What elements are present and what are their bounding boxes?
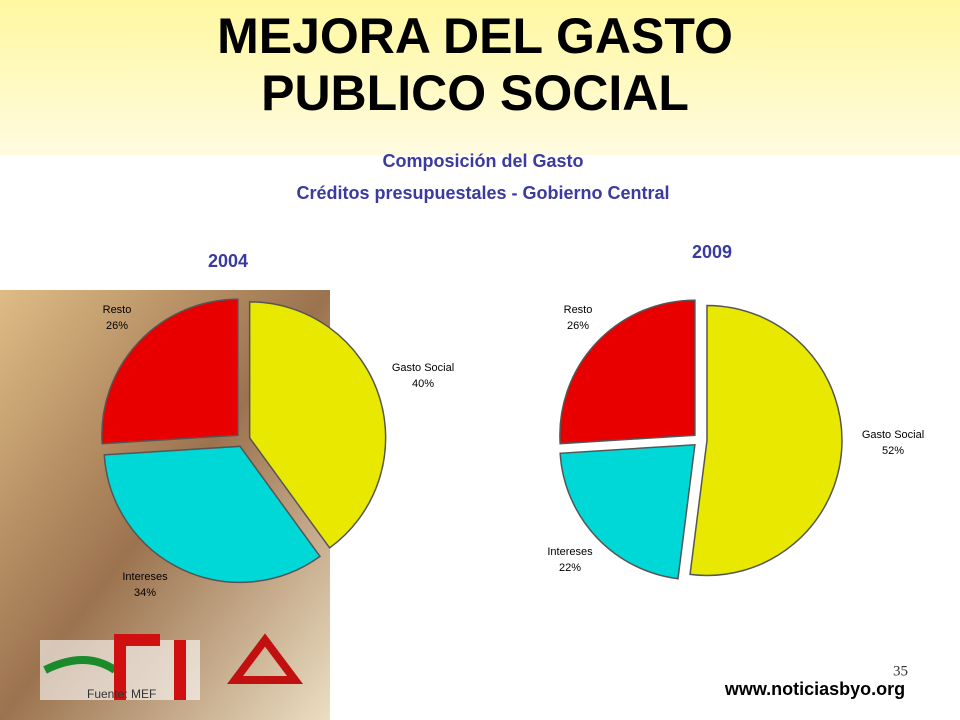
- slice-label: Gasto Social: [862, 429, 924, 441]
- page-number: 35: [893, 663, 908, 679]
- url: www.noticiasbyo.org: [724, 679, 905, 699]
- slice-label: Resto: [103, 304, 132, 316]
- slice-label: Resto: [564, 304, 593, 316]
- chart-title: 2009: [692, 242, 732, 262]
- subtitle: Composición del Gasto: [382, 151, 583, 171]
- logo-ert-mark: [43, 656, 118, 674]
- slice-label: Intereses: [547, 546, 593, 558]
- slice-value-label: 22%: [559, 562, 581, 574]
- slice-value-label: 40%: [412, 378, 434, 390]
- pie-slice: [689, 304, 843, 577]
- slice-value-label: 26%: [106, 320, 128, 332]
- pie-slice: [101, 298, 239, 445]
- logo-ert-mark: [114, 634, 186, 700]
- slice-value-label: 34%: [134, 587, 156, 599]
- pie-slice: [559, 443, 696, 580]
- title-line: MEJORA DEL GASTO: [217, 8, 733, 64]
- pie-slice: [559, 299, 696, 445]
- slice-value-label: 52%: [882, 445, 904, 457]
- logo-fptcn: [227, 633, 303, 684]
- slice-value-label: 26%: [567, 320, 589, 332]
- header-band: [0, 0, 960, 155]
- title-line: PUBLICO SOCIAL: [261, 65, 689, 121]
- slice-label: Intereses: [122, 571, 168, 583]
- chart-title: 2004: [208, 251, 248, 271]
- pie-slice: [103, 445, 322, 584]
- slice-label: Gasto Social: [392, 362, 454, 374]
- pie-slice: [248, 301, 387, 549]
- source: Fuente: MEF: [87, 687, 156, 701]
- subtitle: Créditos presupuestales - Gobierno Centr…: [296, 183, 669, 203]
